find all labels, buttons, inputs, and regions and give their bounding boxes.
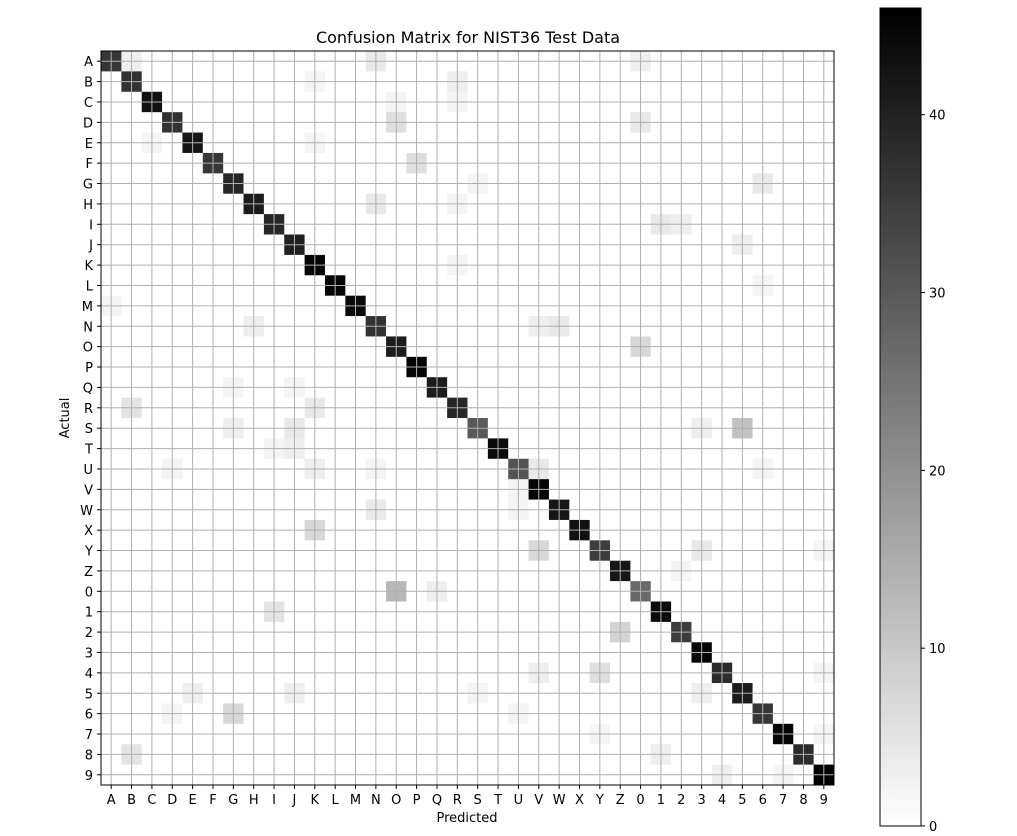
chart-title: Confusion Matrix for NIST36 Test Data bbox=[316, 28, 620, 47]
x-tick-label: 2 bbox=[677, 793, 685, 808]
y-tick-label: L bbox=[86, 279, 94, 294]
y-tick-label: T bbox=[84, 443, 93, 458]
x-axis-label: Predicted bbox=[436, 811, 497, 826]
y-tick-label: O bbox=[83, 341, 93, 356]
x-tick-label: K bbox=[311, 793, 320, 808]
x-tick-label: F bbox=[209, 793, 216, 808]
colorbar-tick-label: 0 bbox=[929, 820, 937, 835]
y-tick-label: 9 bbox=[85, 769, 93, 784]
x-tick-label: D bbox=[167, 793, 177, 808]
colorbar-tick-label: 30 bbox=[929, 287, 946, 302]
y-tick-label: 8 bbox=[85, 748, 93, 763]
colorbar-tick-label: 10 bbox=[929, 642, 946, 657]
y-tick-label: 5 bbox=[85, 687, 93, 702]
x-tick-label: 7 bbox=[779, 793, 787, 808]
x-tick-label: T bbox=[493, 793, 502, 808]
y-tick-label: K bbox=[84, 259, 93, 274]
x-tick-label: B bbox=[127, 793, 136, 808]
y-tick-label: W bbox=[80, 504, 93, 519]
y-tick-label: H bbox=[83, 198, 93, 213]
y-tick-label: 7 bbox=[85, 728, 93, 743]
y-tick-label: 6 bbox=[85, 708, 93, 723]
x-tick-label: O bbox=[391, 793, 401, 808]
x-tick-label: 9 bbox=[820, 793, 828, 808]
y-tick-label: 3 bbox=[85, 646, 93, 661]
y-tick-label: V bbox=[84, 483, 93, 498]
y-tick-label: P bbox=[85, 361, 93, 376]
heatmap-grid bbox=[101, 51, 834, 785]
y-tick-label: G bbox=[83, 178, 93, 193]
heatmap-cells bbox=[101, 51, 835, 786]
y-tick-label: X bbox=[84, 524, 93, 539]
x-tick-label: 0 bbox=[636, 793, 644, 808]
y-tick-label: C bbox=[84, 96, 93, 111]
y-tick-label: E bbox=[85, 137, 93, 152]
colorbar-tick-label: 40 bbox=[929, 109, 946, 124]
x-tick-label: G bbox=[228, 793, 238, 808]
x-tick-label: Z bbox=[616, 793, 625, 808]
x-tick-label: U bbox=[514, 793, 524, 808]
y-tick-label: S bbox=[85, 422, 93, 437]
y-axis-label: Actual bbox=[58, 398, 73, 439]
x-tick-label: H bbox=[249, 793, 259, 808]
x-tick-label: 1 bbox=[657, 793, 665, 808]
y-tick-label: Y bbox=[84, 545, 93, 560]
y-tick-label: R bbox=[84, 402, 93, 417]
y-tick-label: B bbox=[84, 76, 93, 91]
y-tick-label: 2 bbox=[85, 626, 93, 641]
y-tick-label: J bbox=[88, 239, 93, 254]
x-tick-label: P bbox=[413, 793, 421, 808]
x-tick-label: 8 bbox=[799, 793, 807, 808]
y-tick-label: A bbox=[84, 55, 93, 70]
x-tick-label: A bbox=[107, 793, 116, 808]
y-tick-label: D bbox=[83, 116, 93, 131]
x-tick-label: Y bbox=[595, 793, 604, 808]
x-tick-label: 3 bbox=[698, 793, 706, 808]
x-tick-label: J bbox=[292, 793, 297, 808]
colorbar bbox=[879, 7, 922, 827]
y-tick-label: Q bbox=[83, 381, 93, 396]
x-tick-label: 6 bbox=[759, 793, 767, 808]
x-tick-label: M bbox=[350, 793, 361, 808]
x-tick-label: W bbox=[553, 793, 566, 808]
y-tick-label: 4 bbox=[85, 667, 93, 682]
x-tick-label: L bbox=[332, 793, 340, 808]
y-tick-label: N bbox=[83, 320, 93, 335]
y-tick-label: 1 bbox=[85, 606, 93, 621]
x-tick-label: N bbox=[371, 793, 381, 808]
y-tick-label: Z bbox=[84, 565, 93, 580]
y-tick-label: F bbox=[86, 157, 93, 172]
x-tick-label: E bbox=[189, 793, 197, 808]
x-tick-label: I bbox=[272, 793, 276, 808]
colorbar-tick-label: 20 bbox=[929, 464, 946, 479]
x-tick-label: X bbox=[575, 793, 584, 808]
x-tick-label: 5 bbox=[738, 793, 746, 808]
x-tick-label: 4 bbox=[718, 793, 726, 808]
x-tick-label: S bbox=[474, 793, 482, 808]
y-tick-label: M bbox=[82, 300, 93, 315]
x-tick-label: Q bbox=[432, 793, 442, 808]
y-tick-label: 0 bbox=[85, 585, 93, 600]
y-tick-label: U bbox=[83, 463, 93, 478]
plot-frame bbox=[100, 50, 835, 786]
x-tick-label: C bbox=[147, 793, 156, 808]
x-tick-label: R bbox=[453, 793, 462, 808]
y-tick-label: I bbox=[89, 218, 93, 233]
colorbar-ticks: 0 10 20 30 40 bbox=[921, 109, 946, 835]
x-tick-label: V bbox=[534, 793, 543, 808]
